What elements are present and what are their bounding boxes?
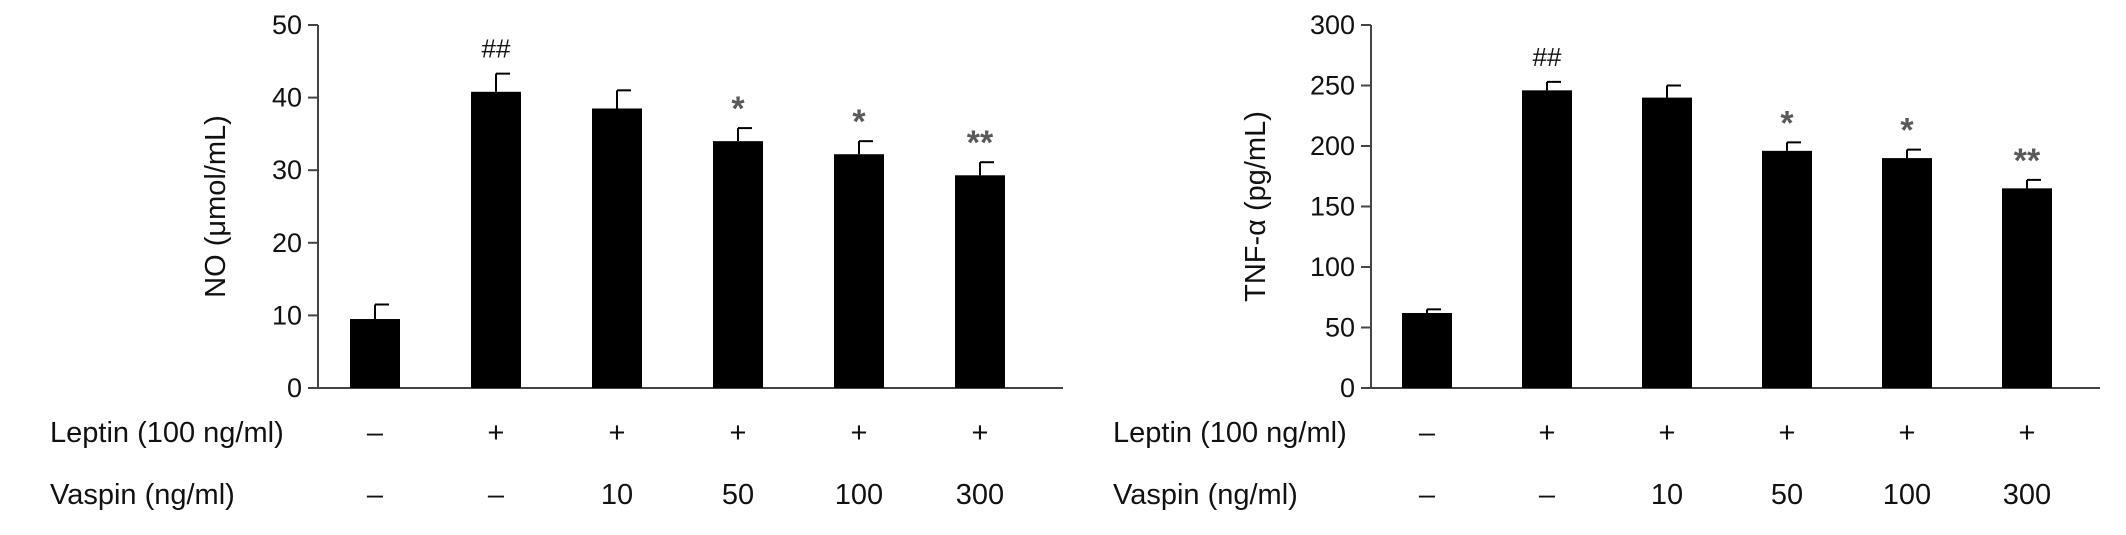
condition-value: – xyxy=(367,417,384,449)
condition-value: 300 xyxy=(2003,479,2051,511)
bar xyxy=(955,175,1005,388)
y-tick-label: 250 xyxy=(1310,71,1355,101)
y-tick-label: 300 xyxy=(1310,10,1355,40)
bar xyxy=(350,319,400,388)
y-tick-label: 0 xyxy=(287,373,302,403)
y-tick-label: 150 xyxy=(1310,192,1355,222)
condition-value: + xyxy=(1779,417,1796,449)
y-tick-label: 50 xyxy=(1325,313,1355,343)
condition-value: 300 xyxy=(956,479,1004,511)
condition-value: + xyxy=(730,417,747,449)
condition-value: – xyxy=(367,479,384,511)
condition-value: – xyxy=(1419,417,1436,449)
condition-value: + xyxy=(488,417,505,449)
y-tick-label: 40 xyxy=(272,83,302,113)
significance-star: ** xyxy=(967,124,994,162)
significance-hash: ## xyxy=(482,34,511,64)
bar xyxy=(2002,188,2052,388)
y-axis-title: NO (μmol/mL) xyxy=(200,115,232,298)
condition-value: – xyxy=(488,479,505,511)
condition-value: + xyxy=(1659,417,1676,449)
condition-value: – xyxy=(1419,479,1436,511)
condition-value: – xyxy=(1539,479,1556,511)
significance-star: * xyxy=(1780,104,1794,142)
significance-star: * xyxy=(852,103,866,141)
condition-value: 50 xyxy=(1771,479,1803,511)
condition-value: 100 xyxy=(1883,479,1931,511)
bar xyxy=(1642,97,1692,388)
condition-row-label: Leptin (100 ng/ml) xyxy=(50,417,284,449)
condition-value: + xyxy=(851,417,868,449)
condition-value: 50 xyxy=(722,479,754,511)
condition-value: + xyxy=(1899,417,1916,449)
bar xyxy=(592,108,642,389)
significance-hash: ## xyxy=(1533,42,1562,72)
y-tick-label: 20 xyxy=(272,228,302,258)
condition-value: + xyxy=(1539,417,1556,449)
bar xyxy=(713,141,763,388)
bar xyxy=(1522,90,1572,388)
condition-value: 100 xyxy=(835,479,883,511)
condition-value: + xyxy=(2019,417,2036,449)
condition-value: + xyxy=(972,417,989,449)
condition-row-label: Leptin (100 ng/ml) xyxy=(1113,417,1347,449)
y-tick-label: 0 xyxy=(1340,373,1355,403)
y-tick-label: 200 xyxy=(1310,131,1355,161)
bar xyxy=(1402,312,1452,388)
y-tick-label: 50 xyxy=(272,10,302,40)
condition-row-label: Vaspin (ng/ml) xyxy=(1113,479,1298,511)
bar xyxy=(471,91,521,389)
condition-row-label: Vaspin (ng/ml) xyxy=(50,479,235,511)
significance-star: ** xyxy=(2014,142,2041,180)
bar xyxy=(834,154,884,388)
y-tick-label: 30 xyxy=(272,155,302,185)
significance-star: * xyxy=(1900,112,1914,150)
bar xyxy=(1762,150,1812,388)
significance-star: * xyxy=(731,90,745,128)
condition-value: + xyxy=(609,417,626,449)
y-axis-title: TNF-α (pg/mL) xyxy=(1240,111,1272,302)
condition-value: 10 xyxy=(601,479,633,511)
condition-value: 10 xyxy=(1651,479,1683,511)
y-tick-label: 10 xyxy=(272,300,302,330)
y-tick-label: 100 xyxy=(1310,252,1355,282)
bar xyxy=(1882,158,1932,388)
